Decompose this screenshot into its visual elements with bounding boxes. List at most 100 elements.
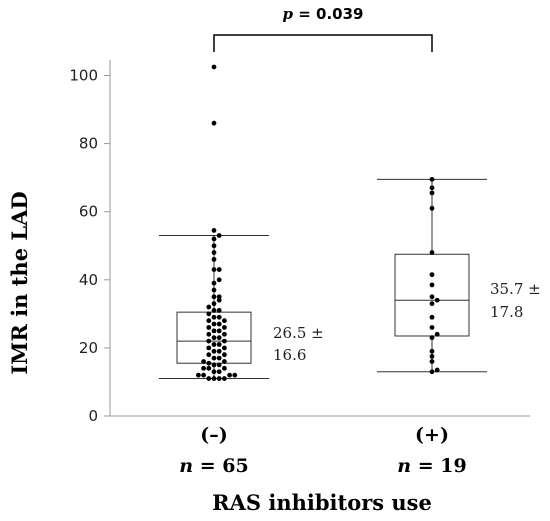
data-point [222,325,227,330]
data-point [216,233,222,238]
x-axis-title: RAS inhibitors use [212,490,432,515]
data-point [211,321,217,327]
data-point [222,338,227,344]
data-point [222,345,227,351]
data-point [211,369,217,375]
group-plus-stat-line2: 17.8 [490,303,523,321]
data-point [216,321,222,327]
data-point [216,335,222,341]
group-minus-stat-line2: 16.6 [273,346,306,364]
data-point [429,190,435,196]
data-point [222,376,227,381]
data-point [429,250,435,255]
data-point [206,352,212,358]
data-point [206,360,212,366]
group-plus [377,176,487,375]
data-point [211,287,217,293]
data-point [429,354,435,359]
group-plus-n-value: = 19 [418,455,467,477]
data-point [206,365,212,371]
data-point [216,376,222,381]
data-point [211,335,217,341]
data-point [206,325,212,330]
data-point [206,304,212,310]
data-point [216,308,222,313]
y-tick-label: 80 [79,135,98,153]
y-tick-label: 100 [69,67,98,85]
data-point [206,311,212,317]
data-point [232,372,238,378]
data-point [434,297,440,303]
y-ticks: 0 20 40 60 80 100 [69,67,110,425]
data-point [429,282,435,288]
data-point [206,318,212,324]
data-point [206,345,212,351]
group-plus-n: n = 19 [397,455,466,477]
data-point [222,359,227,364]
data-point [201,359,207,364]
group-minus-label: (–) [200,424,227,446]
data-point [216,314,222,320]
data-point [227,372,233,378]
data-point [222,365,227,371]
data-point [211,120,217,126]
data-point [429,272,435,278]
data-point [196,372,201,378]
data-point [211,348,217,354]
data-point [429,294,435,300]
data-point [211,376,217,381]
group-plus-n-prefix: n [397,455,411,477]
data-point [211,228,217,233]
data-point [206,338,212,344]
data-point [434,331,440,337]
data-point [216,277,222,283]
data-point [211,294,217,300]
data-point [216,267,222,272]
data-point [206,331,212,337]
data-point [429,359,435,364]
data-point [211,342,217,347]
p-value-annotation: p = 0.039 [283,5,364,23]
data-point [216,328,222,334]
y-tick-label: 0 [88,407,98,425]
data-point [211,314,217,320]
data-point [211,267,217,272]
p-value-text: = 0.039 [298,5,363,23]
data-point [216,297,222,303]
data-point [222,318,227,324]
data-point [211,243,217,249]
data-point [211,301,217,307]
data-point [206,376,212,381]
data-point [211,236,217,242]
data-point [216,362,222,368]
group-plus-stat-line1: 35.7 ± [490,280,541,298]
data-point [429,369,435,375]
data-point [216,369,222,375]
data-point [216,342,222,347]
data-point [216,355,222,361]
data-point [211,328,217,334]
group-minus-n-value: = 65 [200,455,249,477]
group-plus-label: (+) [415,424,449,446]
data-point [434,367,440,373]
data-point [429,348,435,354]
data-point [211,250,217,255]
data-point [222,331,227,337]
data-point [211,355,217,361]
data-point [211,362,217,368]
data-point [211,308,217,313]
data-point [429,314,435,320]
data-point [216,294,222,300]
significance-bracket [213,34,433,52]
data-point [201,372,207,378]
data-point [429,325,435,330]
data-point [429,205,435,211]
data-point [429,176,435,182]
data-point [211,280,217,286]
y-tick-label: 20 [79,339,98,357]
group-minus-n: n = 65 [179,455,248,477]
data-point [211,256,217,262]
data-point [429,301,435,307]
data-point [429,335,435,341]
